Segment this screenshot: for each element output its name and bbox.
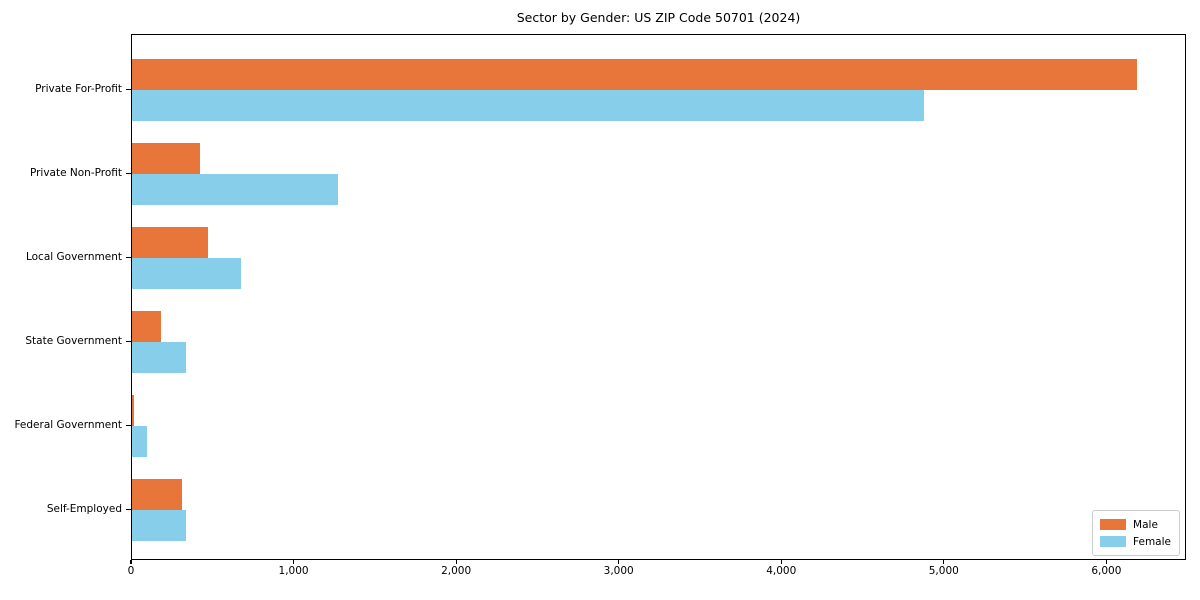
bar-female-local-government (132, 258, 241, 289)
legend-entry-male: Male (1100, 516, 1171, 533)
y-tick-label-local-government: Local Government (25, 251, 122, 263)
y-tick-label-federal-government: Federal Government (14, 419, 122, 431)
legend-entry-female: Female (1100, 533, 1171, 550)
x-axis-tick-mark (780, 560, 782, 564)
y-tick-label-private-non-profit: Private Non-Profit (29, 167, 122, 179)
x-axis-tick-mark (1105, 560, 1107, 564)
x-tick-label-0: 0 (127, 565, 135, 577)
plot-area: Male Female (131, 34, 1186, 560)
y-axis-tick-mark (126, 89, 131, 91)
y-axis-tick-mark (126, 341, 131, 343)
x-tick-label-2000: 2,000 (441, 565, 472, 577)
x-tick-label-3000: 3,000 (603, 565, 634, 577)
legend-label-female: Female (1133, 535, 1171, 548)
bar-male-state-government (132, 311, 162, 342)
y-axis-tick-mark (126, 173, 131, 175)
x-axis-tick-mark (618, 560, 620, 564)
bar-female-federal-government (132, 426, 147, 457)
y-axis-tick-mark (126, 509, 131, 511)
bar-male-local-government (132, 227, 208, 258)
x-axis-tick-mark (130, 560, 132, 564)
x-axis-tick-mark (943, 560, 945, 564)
y-tick-label-private-for-profit: Private For-Profit (35, 83, 122, 95)
y-tick-label-self-employed: Self-Employed (46, 503, 122, 515)
male-series-swatch-icon (1100, 519, 1127, 530)
bar-male-private-non-profit (132, 143, 201, 174)
x-tick-label-5000: 5,000 (928, 565, 959, 577)
y-axis-tick-mark (126, 425, 131, 427)
bar-male-federal-government (132, 395, 134, 426)
female-series-swatch-icon (1100, 536, 1127, 547)
x-tick-label-6000: 6,000 (1091, 565, 1122, 577)
bar-male-self-employed (132, 479, 183, 510)
bar-female-private-non-profit (132, 174, 338, 205)
x-tick-label-4000: 4,000 (766, 565, 797, 577)
bar-female-state-government (132, 342, 187, 373)
bar-male-private-for-profit (132, 59, 1137, 90)
bar-female-private-for-profit (132, 90, 924, 121)
legend-label-male: Male (1133, 518, 1158, 531)
x-axis-tick-mark (292, 560, 295, 564)
x-axis-tick-mark (455, 560, 457, 564)
x-tick-label-1000: 1,000 (278, 565, 309, 577)
chart-title: Sector by Gender: US ZIP Code 50701 (202… (516, 10, 801, 25)
y-tick-label-state-government: State Government (25, 335, 122, 347)
bar-female-self-employed (132, 510, 187, 541)
y-axis-tick-mark (126, 257, 131, 259)
legend: Male Female (1092, 510, 1180, 556)
